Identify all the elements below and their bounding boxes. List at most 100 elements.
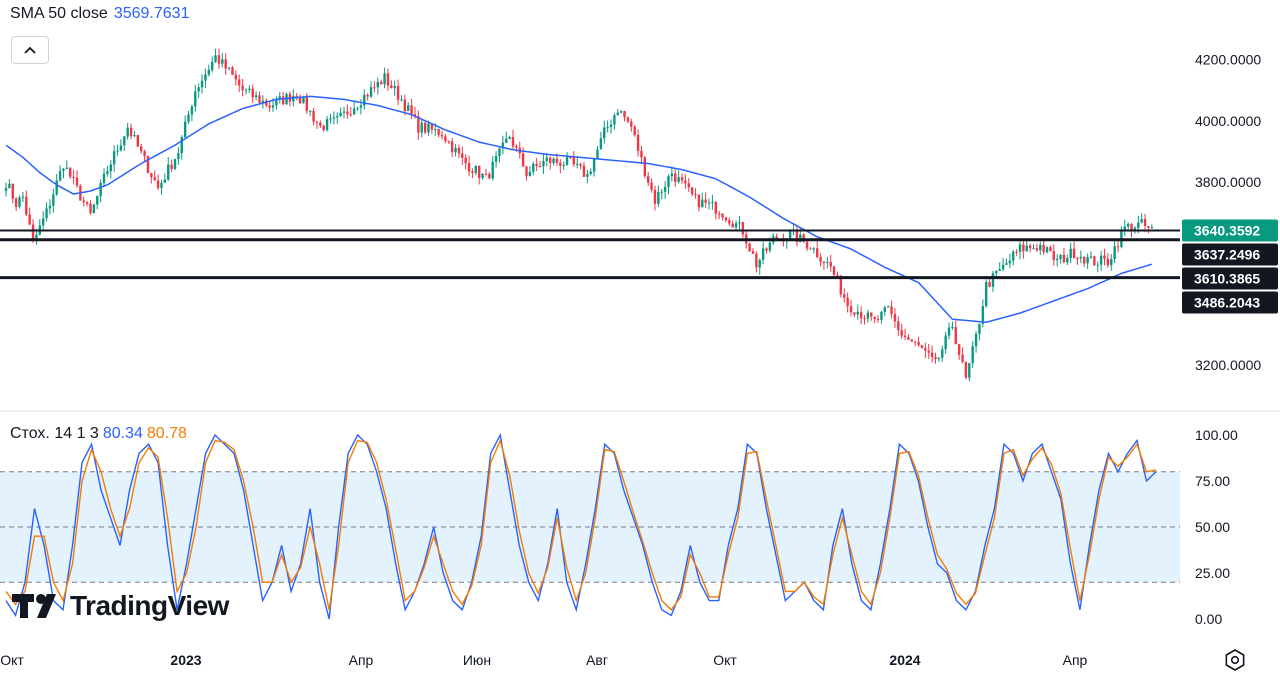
tradingview-logo-text: TradingView — [70, 590, 229, 621]
chevron-up-icon — [24, 46, 36, 54]
candle — [548, 156, 552, 170]
candle — [183, 115, 187, 140]
price-pane[interactable] — [0, 48, 1180, 382]
candle — [684, 174, 687, 189]
candle — [883, 306, 886, 316]
candle — [58, 165, 62, 182]
candle — [484, 168, 488, 176]
stochastic-legend[interactable]: Стох. 14 1 3 80.34 80.78 — [10, 425, 187, 443]
candle — [795, 224, 799, 247]
candle — [897, 316, 900, 336]
candle — [315, 120, 319, 130]
candle — [609, 119, 613, 134]
candle — [14, 196, 18, 212]
candle — [170, 159, 173, 173]
candle — [396, 79, 400, 105]
candle — [981, 299, 985, 328]
candle — [886, 305, 890, 308]
candle — [227, 67, 231, 71]
gear-icon[interactable] — [1223, 648, 1247, 672]
candle — [802, 232, 805, 244]
candle — [123, 135, 126, 151]
tradingview-logo-icon — [12, 594, 56, 618]
candle — [876, 315, 880, 323]
stochastic-line[interactable] — [5, 438, 1157, 611]
candle — [133, 131, 136, 138]
candle — [1062, 248, 1066, 264]
stochastic-tick-label: 75.00 — [1195, 473, 1230, 489]
candle — [450, 138, 454, 158]
candle — [647, 171, 650, 186]
candle — [1032, 244, 1035, 250]
candle — [258, 91, 261, 105]
candle — [711, 194, 714, 210]
candle — [697, 194, 701, 212]
time-axis[interactable]: Окт 2023 Апр Июн Авг Окт 2024 Апр — [0, 652, 1087, 668]
candle — [1089, 251, 1093, 260]
candle — [559, 159, 562, 174]
candle — [1120, 226, 1123, 249]
candle — [663, 181, 667, 199]
candle — [325, 115, 329, 132]
sma-line[interactable] — [5, 95, 1153, 324]
price-label-sma[interactable]: 3486.2043 — [1182, 291, 1278, 314]
candle — [856, 304, 859, 320]
candle — [535, 157, 538, 171]
candle — [1150, 224, 1154, 229]
candle — [146, 155, 150, 174]
candle — [379, 79, 383, 85]
tradingview-logo[interactable]: TradingView — [12, 590, 229, 622]
candle — [1039, 241, 1042, 255]
candle — [687, 178, 690, 192]
candle — [1123, 219, 1126, 237]
candle — [1059, 254, 1062, 264]
price-label-last-price[interactable]: 3640.3592 — [1182, 219, 1278, 242]
candle — [420, 118, 423, 138]
candle — [701, 192, 704, 208]
stochastic-pane[interactable] — [0, 432, 1180, 620]
time-axis-label: 2023 — [170, 652, 201, 668]
candle — [751, 248, 755, 255]
candle — [25, 190, 28, 217]
candle — [366, 93, 369, 101]
candle — [167, 157, 170, 182]
candle — [156, 174, 160, 191]
time-axis-label: Апр — [349, 652, 374, 668]
price-label-horizontal-line[interactable]: 3637.2496 — [1182, 243, 1278, 266]
time-axis-label: Окт — [0, 652, 24, 668]
candle — [521, 147, 525, 167]
candle — [843, 288, 846, 303]
sma-legend[interactable]: SMA 50 close 3569.7631 — [10, 5, 189, 23]
candle — [356, 106, 359, 111]
candle — [430, 123, 434, 134]
candle — [89, 200, 92, 215]
collapse-legend-button[interactable] — [11, 36, 49, 64]
candle — [826, 256, 829, 269]
candle — [849, 299, 853, 317]
candle — [1018, 241, 1022, 260]
candle — [278, 91, 281, 104]
candle — [187, 110, 190, 124]
candle — [298, 94, 302, 105]
candle — [312, 107, 315, 126]
candle — [947, 322, 951, 340]
candle — [18, 195, 21, 209]
candle — [217, 48, 221, 69]
candle — [75, 170, 79, 188]
candle — [1052, 244, 1055, 266]
candle — [863, 315, 866, 325]
candle — [194, 84, 197, 112]
candle — [832, 265, 836, 278]
price-label-horizontal-line[interactable]: 3610.3865 — [1182, 267, 1278, 290]
candle — [204, 68, 207, 89]
candle — [481, 173, 484, 180]
candle — [224, 53, 227, 75]
candle — [630, 118, 633, 132]
candle — [1066, 254, 1069, 265]
stochastic-tick-label: 100.00 — [1195, 427, 1238, 443]
candle — [65, 160, 69, 170]
price-axis[interactable]: 4200.0000 4000.0000 3800.0000 3200.0000 3640… — [1182, 52, 1278, 627]
candle — [1106, 253, 1110, 268]
candle — [538, 161, 542, 168]
